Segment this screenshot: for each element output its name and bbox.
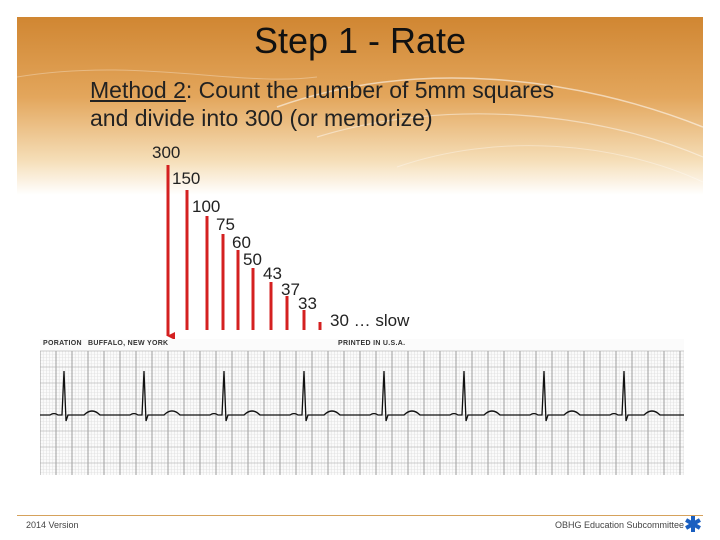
rate-label-150: 150 xyxy=(172,169,201,188)
method-line-1-text: : Count the number of 5mm squares xyxy=(185,77,555,103)
rate-label-50: 50 xyxy=(243,250,262,269)
method-label: Method 2 xyxy=(90,77,186,103)
ecg-waveform xyxy=(40,370,684,422)
rate-label-60: 60 xyxy=(232,233,251,252)
rate-label-30-slow: 30 … slow xyxy=(330,311,410,330)
rate-label-33: 33 xyxy=(298,294,317,313)
ecg-trace xyxy=(40,350,684,475)
rate-label-37: 37 xyxy=(281,280,300,299)
header-band xyxy=(17,17,703,195)
ecg-label-left2: BUFFALO, NEW YORK xyxy=(88,340,169,347)
slide-title: Step 1 - Rate xyxy=(253,20,467,61)
rate-label-300: 300 xyxy=(152,143,181,162)
footer-organization: OBHG Education Subcommittee xyxy=(554,520,684,530)
header-swooshes xyxy=(17,69,703,183)
rate-label-43: 43 xyxy=(263,264,282,283)
method-line-1: Method 2: Count the number of 5mm square… xyxy=(90,76,690,104)
footer-version: 2014 Version xyxy=(26,520,79,530)
footer-divider xyxy=(17,515,703,516)
rate-label-75: 75 xyxy=(216,215,235,234)
star-of-life-icon xyxy=(685,516,701,532)
method-line-2: and divide into 300 (or memorize) xyxy=(90,105,433,131)
method-description: Method 2: Count the number of 5mm square… xyxy=(90,76,690,132)
ecg-strip: PORATION BUFFALO, NEW YORK PRINTED IN U.… xyxy=(40,339,684,475)
ecg-label-right: PRINTED IN U.S.A. xyxy=(338,340,406,347)
rate-label-100: 100 xyxy=(192,197,221,216)
ecg-label-left1: PORATION xyxy=(43,340,82,347)
